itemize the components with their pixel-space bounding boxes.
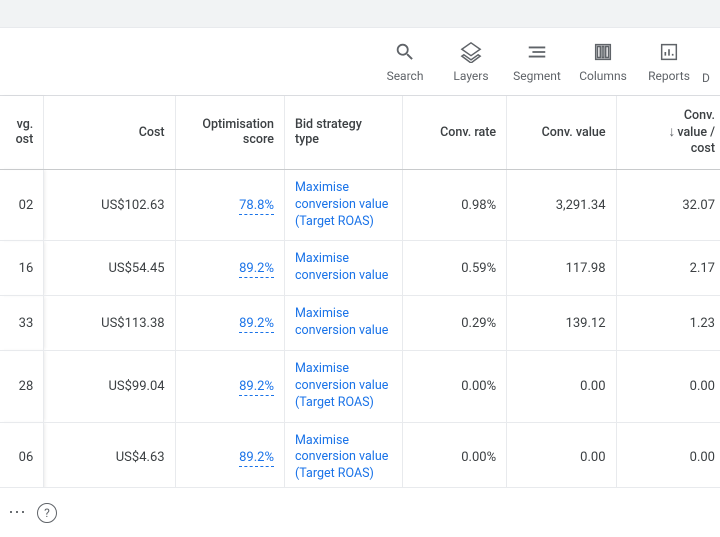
cell-cost: US$113.38 xyxy=(44,296,175,351)
table-row[interactable]: 02US$102.6378.8%Maximise conversion valu… xyxy=(0,169,720,241)
columns-label: Columns xyxy=(579,69,627,83)
col-conv-value-cost[interactable]: Conv. ↓value / cost xyxy=(616,96,720,169)
table-body: 02US$102.6378.8%Maximise conversion valu… xyxy=(0,169,720,537)
col-conv-value[interactable]: Conv. value xyxy=(507,96,616,169)
cell-opt-score[interactable]: 89.2% xyxy=(175,350,284,422)
cell-avg-cost: 02 xyxy=(0,169,44,241)
col-cost[interactable]: Cost xyxy=(44,96,175,169)
search-button[interactable]: Search xyxy=(372,32,438,92)
col-avg-cost[interactable]: vg. ost xyxy=(0,96,44,169)
cell-cost: US$99.04 xyxy=(44,350,175,422)
toolbar: Search Layers Segment Columns Reports D xyxy=(0,28,720,96)
cell-conv-value: 0.00 xyxy=(507,422,616,494)
cell-bid-strategy[interactable]: Maximise conversion value (Target ROAS) xyxy=(284,169,402,241)
columns-button[interactable]: Columns xyxy=(570,32,636,92)
table-header-row: vg. ost Cost Optimisation score Bid stra… xyxy=(0,96,720,169)
columns-icon xyxy=(592,41,614,63)
bottom-bar: ⋯ ? xyxy=(0,487,720,537)
cell-avg-cost: 28 xyxy=(0,350,44,422)
reports-icon xyxy=(658,41,680,63)
more-menu-icon[interactable]: ⋯ xyxy=(8,502,27,523)
campaigns-table-wrap: vg. ost Cost Optimisation score Bid stra… xyxy=(0,96,720,537)
cell-opt-score[interactable]: 89.2% xyxy=(175,422,284,494)
reports-button[interactable]: Reports xyxy=(636,32,702,92)
col-optimisation-score[interactable]: Optimisation score xyxy=(175,96,284,169)
cell-conv-value-cost: 0.00 xyxy=(616,350,720,422)
cell-conv-value: 0.00 xyxy=(507,350,616,422)
cell-cost: US$54.45 xyxy=(44,241,175,296)
cell-opt-score[interactable]: 89.2% xyxy=(175,296,284,351)
segment-button[interactable]: Segment xyxy=(504,32,570,92)
cell-conv-rate: 0.00% xyxy=(403,422,507,494)
cell-opt-score[interactable]: 89.2% xyxy=(175,241,284,296)
cell-avg-cost: 33 xyxy=(0,296,44,351)
cell-conv-rate: 0.29% xyxy=(403,296,507,351)
cell-opt-score[interactable]: 78.8% xyxy=(175,169,284,241)
segment-icon xyxy=(526,41,548,63)
toolbar-partial-label: D xyxy=(702,71,710,85)
search-label: Search xyxy=(387,69,424,83)
cell-conv-value-cost: 0.00 xyxy=(616,422,720,494)
search-icon xyxy=(394,41,416,63)
toolbar-partial-item[interactable]: D xyxy=(702,32,720,92)
layers-icon xyxy=(460,41,482,63)
cell-cost: US$102.63 xyxy=(44,169,175,241)
cell-conv-rate: 0.00% xyxy=(403,350,507,422)
reports-label: Reports xyxy=(648,69,690,83)
top-gray-bar xyxy=(0,0,720,28)
cell-conv-value: 139.12 xyxy=(507,296,616,351)
cell-bid-strategy[interactable]: Maximise conversion value xyxy=(284,296,402,351)
table-row[interactable]: 06US$4.6389.2%Maximise conversion value … xyxy=(0,422,720,494)
campaigns-table: vg. ost Cost Optimisation score Bid stra… xyxy=(0,96,720,537)
cell-conv-rate: 0.98% xyxy=(403,169,507,241)
table-row[interactable]: 16US$54.4589.2%Maximise conversion value… xyxy=(0,241,720,296)
cell-cost: US$4.63 xyxy=(44,422,175,494)
sort-desc-icon: ↓ xyxy=(668,124,675,140)
cell-conv-rate: 0.59% xyxy=(403,241,507,296)
cell-avg-cost: 06 xyxy=(0,422,44,494)
cell-conv-value: 117.98 xyxy=(507,241,616,296)
cell-bid-strategy[interactable]: Maximise conversion value (Target ROAS) xyxy=(284,350,402,422)
segment-label: Segment xyxy=(513,69,561,83)
layers-label: Layers xyxy=(453,69,488,83)
table-row[interactable]: 28US$99.0489.2%Maximise conversion value… xyxy=(0,350,720,422)
col-conv-rate[interactable]: Conv. rate xyxy=(403,96,507,169)
col-bid-strategy[interactable]: Bid strategy type xyxy=(284,96,402,169)
table-row[interactable]: 33US$113.3889.2%Maximise conversion valu… xyxy=(0,296,720,351)
cell-conv-value-cost: 32.07 xyxy=(616,169,720,241)
cell-bid-strategy[interactable]: Maximise conversion value (Target ROAS) xyxy=(284,422,402,494)
cell-avg-cost: 16 xyxy=(0,241,44,296)
cell-conv-value-cost: 1.23 xyxy=(616,296,720,351)
cell-conv-value: 3,291.34 xyxy=(507,169,616,241)
help-icon[interactable]: ? xyxy=(37,503,57,523)
cell-conv-value-cost: 2.17 xyxy=(616,241,720,296)
cell-bid-strategy[interactable]: Maximise conversion value xyxy=(284,241,402,296)
layers-button[interactable]: Layers xyxy=(438,32,504,92)
